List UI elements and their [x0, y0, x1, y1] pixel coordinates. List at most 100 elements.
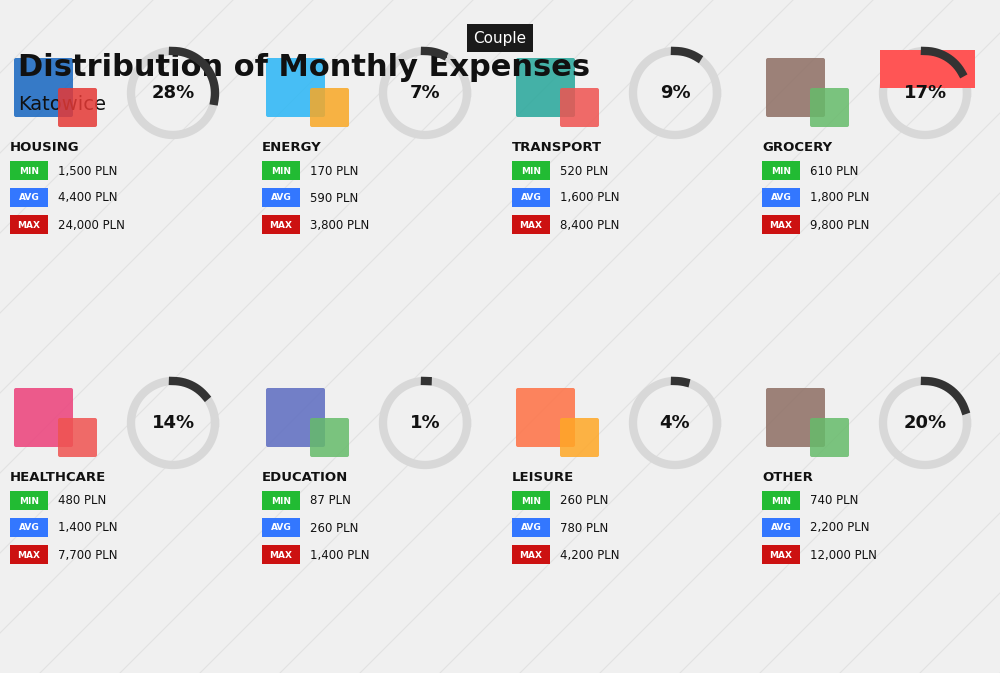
Text: AVG: AVG: [521, 524, 541, 532]
Text: 4,400 PLN: 4,400 PLN: [58, 192, 118, 205]
FancyBboxPatch shape: [262, 188, 300, 207]
Text: 20%: 20%: [903, 414, 947, 432]
Text: 170 PLN: 170 PLN: [310, 164, 358, 178]
FancyBboxPatch shape: [262, 161, 300, 180]
FancyBboxPatch shape: [310, 88, 349, 127]
FancyBboxPatch shape: [762, 161, 800, 180]
FancyBboxPatch shape: [512, 161, 550, 180]
FancyBboxPatch shape: [310, 418, 349, 457]
Text: AVG: AVG: [771, 194, 791, 203]
Text: MIN: MIN: [771, 166, 791, 176]
FancyBboxPatch shape: [766, 388, 825, 447]
Text: MAX: MAX: [18, 221, 40, 229]
FancyBboxPatch shape: [516, 388, 575, 447]
Text: MIN: MIN: [521, 166, 541, 176]
Text: 14%: 14%: [151, 414, 195, 432]
Text: 24,000 PLN: 24,000 PLN: [58, 219, 125, 232]
FancyBboxPatch shape: [762, 215, 800, 234]
FancyBboxPatch shape: [762, 545, 800, 564]
Text: 9%: 9%: [660, 84, 690, 102]
Text: 28%: 28%: [151, 84, 195, 102]
FancyBboxPatch shape: [266, 388, 325, 447]
FancyBboxPatch shape: [512, 215, 550, 234]
Text: MIN: MIN: [271, 166, 291, 176]
Text: 610 PLN: 610 PLN: [810, 164, 858, 178]
Text: MAX: MAX: [270, 221, 292, 229]
FancyBboxPatch shape: [762, 518, 800, 537]
Text: 1,400 PLN: 1,400 PLN: [310, 548, 370, 561]
Text: 2,200 PLN: 2,200 PLN: [810, 522, 870, 534]
FancyBboxPatch shape: [262, 545, 300, 564]
Text: AVG: AVG: [521, 194, 541, 203]
FancyBboxPatch shape: [560, 88, 599, 127]
FancyBboxPatch shape: [10, 215, 48, 234]
FancyBboxPatch shape: [762, 491, 800, 510]
Text: ENERGY: ENERGY: [262, 141, 322, 154]
Text: MAX: MAX: [520, 221, 542, 229]
Text: MAX: MAX: [770, 551, 792, 559]
Text: MIN: MIN: [19, 166, 39, 176]
Text: 4,200 PLN: 4,200 PLN: [560, 548, 620, 561]
Text: 8,400 PLN: 8,400 PLN: [560, 219, 619, 232]
Text: HEALTHCARE: HEALTHCARE: [10, 471, 106, 484]
Text: 1,500 PLN: 1,500 PLN: [58, 164, 117, 178]
Text: AVG: AVG: [271, 194, 291, 203]
Text: MIN: MIN: [271, 497, 291, 505]
Text: MAX: MAX: [270, 551, 292, 559]
Text: 3,800 PLN: 3,800 PLN: [310, 219, 369, 232]
FancyBboxPatch shape: [880, 50, 975, 88]
Text: AVG: AVG: [19, 524, 39, 532]
FancyBboxPatch shape: [266, 58, 325, 117]
Text: 4%: 4%: [660, 414, 690, 432]
FancyBboxPatch shape: [810, 418, 849, 457]
FancyBboxPatch shape: [560, 418, 599, 457]
Text: 9,800 PLN: 9,800 PLN: [810, 219, 869, 232]
Text: Katowice: Katowice: [18, 96, 106, 114]
FancyBboxPatch shape: [262, 215, 300, 234]
Text: MAX: MAX: [520, 551, 542, 559]
FancyBboxPatch shape: [58, 418, 97, 457]
Text: MIN: MIN: [19, 497, 39, 505]
Text: 480 PLN: 480 PLN: [58, 495, 106, 507]
Text: LEISURE: LEISURE: [512, 471, 574, 484]
FancyBboxPatch shape: [262, 518, 300, 537]
FancyBboxPatch shape: [10, 545, 48, 564]
FancyBboxPatch shape: [516, 58, 575, 117]
FancyBboxPatch shape: [512, 545, 550, 564]
Text: HOUSING: HOUSING: [10, 141, 80, 154]
FancyBboxPatch shape: [14, 58, 73, 117]
Text: 7%: 7%: [410, 84, 440, 102]
FancyBboxPatch shape: [58, 88, 97, 127]
Text: GROCERY: GROCERY: [762, 141, 832, 154]
FancyBboxPatch shape: [810, 88, 849, 127]
Text: MIN: MIN: [521, 497, 541, 505]
FancyBboxPatch shape: [512, 518, 550, 537]
Text: AVG: AVG: [271, 524, 291, 532]
Text: 260 PLN: 260 PLN: [310, 522, 358, 534]
Text: 12,000 PLN: 12,000 PLN: [810, 548, 877, 561]
FancyBboxPatch shape: [512, 491, 550, 510]
Text: AVG: AVG: [19, 194, 39, 203]
Text: MAX: MAX: [770, 221, 792, 229]
Text: 87 PLN: 87 PLN: [310, 495, 351, 507]
FancyBboxPatch shape: [10, 518, 48, 537]
Text: 7,700 PLN: 7,700 PLN: [58, 548, 118, 561]
FancyBboxPatch shape: [762, 188, 800, 207]
Text: 1%: 1%: [410, 414, 440, 432]
Text: AVG: AVG: [771, 524, 791, 532]
FancyBboxPatch shape: [766, 58, 825, 117]
Text: 1,600 PLN: 1,600 PLN: [560, 192, 620, 205]
FancyBboxPatch shape: [10, 491, 48, 510]
Text: 520 PLN: 520 PLN: [560, 164, 608, 178]
Text: Distribution of Monthly Expenses: Distribution of Monthly Expenses: [18, 53, 590, 83]
FancyBboxPatch shape: [262, 491, 300, 510]
Text: 260 PLN: 260 PLN: [560, 495, 608, 507]
FancyBboxPatch shape: [10, 188, 48, 207]
Text: 780 PLN: 780 PLN: [560, 522, 608, 534]
Text: 1,400 PLN: 1,400 PLN: [58, 522, 118, 534]
Text: MAX: MAX: [18, 551, 40, 559]
FancyBboxPatch shape: [512, 188, 550, 207]
FancyBboxPatch shape: [10, 161, 48, 180]
FancyBboxPatch shape: [14, 388, 73, 447]
Text: EDUCATION: EDUCATION: [262, 471, 348, 484]
